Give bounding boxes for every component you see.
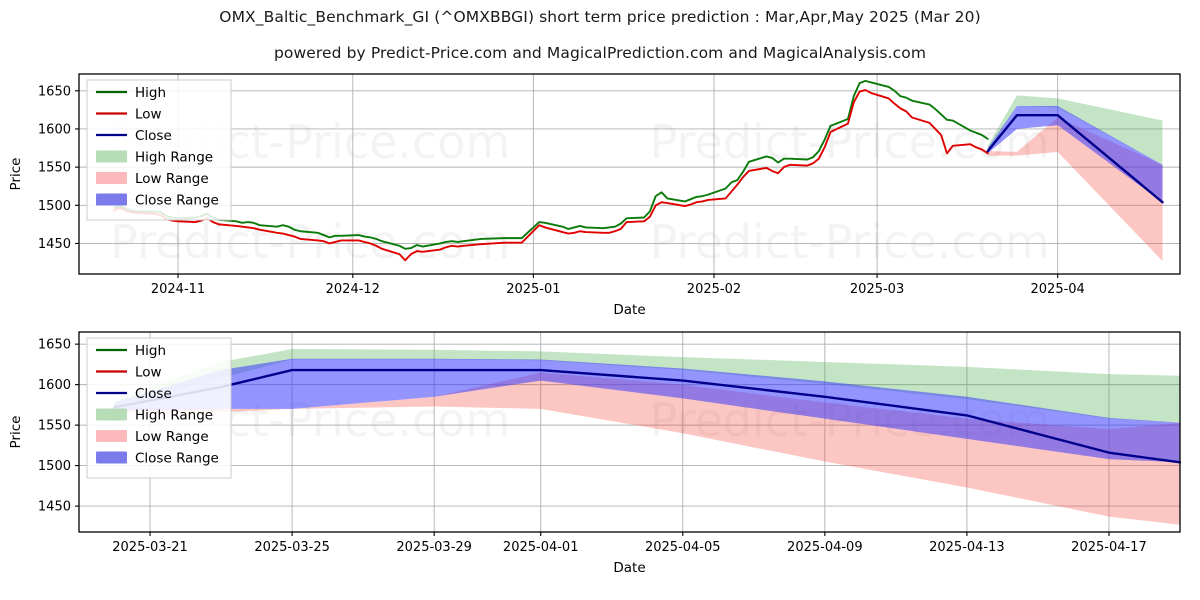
watermark-text: Predict-Price.com <box>650 215 1050 269</box>
x-tick-label: 2025-03-25 <box>254 540 330 555</box>
legend-label-high: High <box>135 85 166 101</box>
y-tick-label: 1650 <box>38 338 71 353</box>
plot-frame <box>78 73 1181 275</box>
x-tick-label: 2025-03-29 <box>396 540 472 555</box>
panel-bottom: Predict-Price.comPredict-Price.com145015… <box>8 331 1182 576</box>
line-low <box>113 89 989 262</box>
y-tick-label: 1600 <box>38 122 71 137</box>
y-tick-label: 1500 <box>38 199 71 214</box>
band-close-range <box>987 106 1163 203</box>
x-tick-label: 2025-02 <box>687 282 741 297</box>
x-tick-label: 2025-04 <box>1031 282 1085 297</box>
page-title: OMX_Baltic_Benchmark_GI (^OMXBBGI) short… <box>219 8 981 26</box>
x-tick-label: 2025-04-01 <box>503 540 579 555</box>
band-high-range <box>114 349 1180 423</box>
legend-swatch-band <box>96 150 127 163</box>
legend-label-close-range: Close Range <box>135 451 219 467</box>
legend: High Low Close High Range Low Range Close Ran… <box>86 337 232 479</box>
legend-label-close: Close <box>135 128 172 144</box>
band-high-range <box>987 95 1163 165</box>
x-tick-label: 2025-03 <box>850 282 904 297</box>
y-tick-label: 1550 <box>38 419 71 434</box>
legend-label-high: High <box>135 343 166 359</box>
x-tick-label: 2025-01 <box>506 282 560 297</box>
legend-swatch-band <box>96 430 127 442</box>
y-tick-label: 1650 <box>38 84 71 99</box>
legend-label-high-range: High Range <box>135 150 213 166</box>
gridlines <box>79 332 1180 532</box>
y-tick-label: 1450 <box>38 500 71 515</box>
y-tick-label: 1450 <box>38 237 71 252</box>
plot-background <box>79 74 1180 274</box>
legend-label-low: Low <box>135 107 162 123</box>
band-close-range <box>114 358 1180 463</box>
x-tick-label: 2024-11 <box>151 282 205 297</box>
band-low-range <box>114 372 1180 525</box>
legend-swatch-band <box>96 193 127 206</box>
legend-label-high-range: High Range <box>135 408 213 424</box>
y-tick-label: 1600 <box>38 378 71 393</box>
x-axis-label: Date <box>613 560 645 576</box>
y-axis-label: Price <box>8 416 24 449</box>
x-axis-label: Date <box>613 302 645 318</box>
watermark: Predict-Price.comPredict-Price.comPredic… <box>110 115 1050 269</box>
line-close <box>986 114 1164 204</box>
watermark-text: Predict-Price.com <box>650 115 1050 169</box>
legend-label-close: Close <box>135 386 172 402</box>
legend-swatch-band <box>96 451 127 464</box>
y-tick-label: 1500 <box>38 459 71 474</box>
x-tick-label: 2025-04-05 <box>645 540 721 555</box>
page-subtitle: powered by Predict-Price.com and Magical… <box>273 44 927 62</box>
legend-label-low-range: Low Range <box>135 171 209 187</box>
legend-label-low-range: Low Range <box>135 429 209 445</box>
x-tick-label: 2025-04-13 <box>929 540 1005 555</box>
legend-swatch-band <box>96 172 127 184</box>
line-high <box>113 79 989 250</box>
x-tick-label: 2025-04-17 <box>1071 540 1147 555</box>
y-axis-label: Price <box>8 158 24 191</box>
line-close <box>113 368 1182 464</box>
panel-top: Predict-Price.comPredict-Price.comPredic… <box>8 73 1181 318</box>
x-tick-label: 2025-04-09 <box>787 540 863 555</box>
legend-label-low: Low <box>135 365 162 381</box>
x-tick-label: 2024-12 <box>326 282 380 297</box>
legend-swatch-band <box>96 408 127 421</box>
x-tick-label: 2025-03-21 <box>112 540 188 555</box>
legend: High Low Close High Range Low Range Close Ran… <box>86 79 232 221</box>
plot-frame <box>78 331 1181 533</box>
y-tick-label: 1550 <box>38 161 71 176</box>
legend-label-close-range: Close Range <box>135 193 219 209</box>
